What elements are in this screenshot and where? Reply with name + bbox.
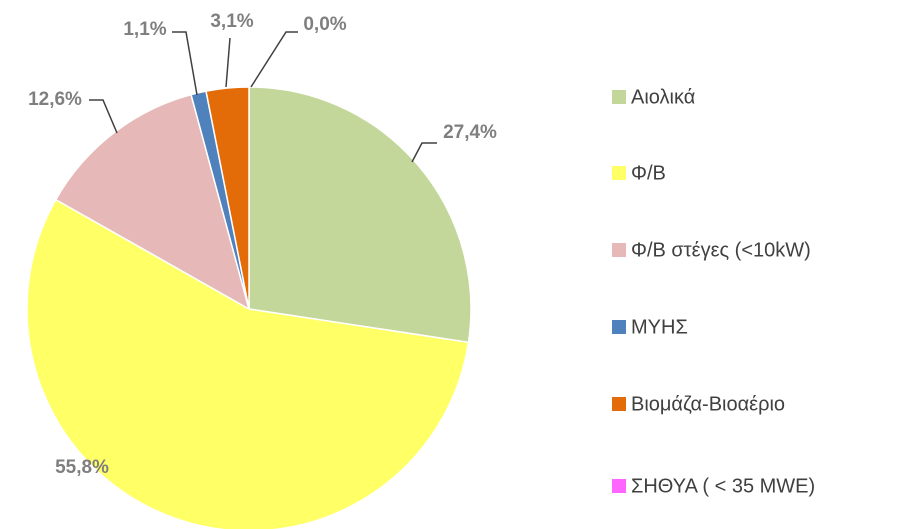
data-label: 3,1% bbox=[210, 11, 253, 32]
leader-line bbox=[172, 31, 198, 96]
pie-slice bbox=[54, 93, 251, 311]
data-label: 12,6% bbox=[28, 89, 82, 110]
leader-line bbox=[250, 31, 298, 88]
data-label: 0,0% bbox=[303, 14, 346, 35]
legend-swatch bbox=[612, 479, 626, 493]
legend-label: ΣΗΘΥΑ ( < 35 MWE) bbox=[631, 475, 815, 497]
legend-label: Βιομάζα-Βιοαέριο bbox=[631, 393, 785, 415]
leader-line bbox=[89, 99, 118, 134]
legend-swatch bbox=[612, 166, 626, 180]
legend-swatch bbox=[612, 397, 626, 411]
legend-label: Φ/Β bbox=[631, 162, 666, 184]
pie-slice bbox=[26, 198, 470, 529]
data-label: 27,4% bbox=[443, 122, 497, 143]
legend-swatch bbox=[612, 320, 626, 334]
legend-label: Φ/Β στέγες (<10kW) bbox=[631, 239, 811, 261]
pie-slice bbox=[205, 86, 250, 310]
leader-line bbox=[225, 37, 231, 88]
pie-slice bbox=[248, 86, 472, 344]
legend-label: Αιολικά bbox=[631, 86, 695, 108]
data-label: 55,8% bbox=[55, 457, 109, 478]
legend-swatch bbox=[612, 90, 626, 104]
legend-label: ΜΥΗΣ bbox=[631, 316, 688, 338]
legend-swatch bbox=[612, 243, 626, 257]
data-label: 1,1% bbox=[123, 19, 166, 40]
leader-line bbox=[411, 142, 437, 163]
